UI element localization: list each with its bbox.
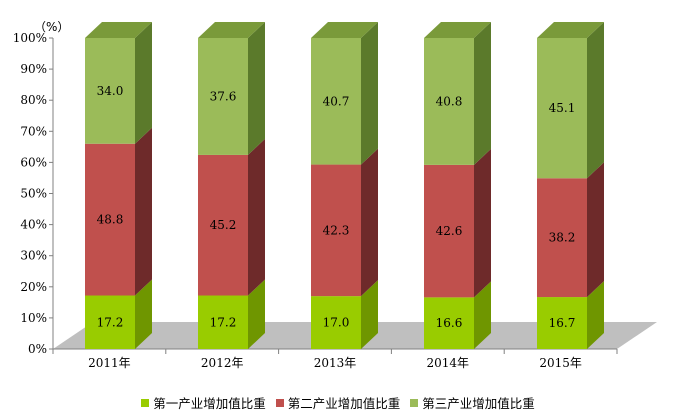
data-label-1-4: 38.2 bbox=[549, 231, 576, 245]
bar-side-2-1 bbox=[248, 22, 265, 155]
bar-1-3 bbox=[424, 164, 474, 298]
legend-label-primary: 第一产业增加值比重 bbox=[153, 396, 266, 411]
x-tick-label-4: 2015年 bbox=[539, 356, 582, 370]
bar-0-3 bbox=[424, 297, 474, 349]
y-tick-label: 60% bbox=[20, 155, 47, 169]
data-label-0-3: 16.6 bbox=[436, 316, 463, 330]
data-label-2-4: 45.1 bbox=[549, 101, 576, 115]
bar-top-1 bbox=[198, 22, 265, 38]
data-label-2-3: 40.8 bbox=[436, 94, 463, 108]
legend-label-secondary: 第二产业增加值比重 bbox=[287, 396, 401, 411]
bar-top-4 bbox=[537, 22, 604, 38]
y-axis-unit-label: （%） bbox=[34, 20, 70, 34]
bar-side-1-0 bbox=[135, 127, 152, 296]
data-label-0-1: 17.2 bbox=[210, 315, 237, 329]
y-tick-label: 90% bbox=[20, 62, 47, 76]
bar-side-1-1 bbox=[248, 138, 265, 296]
bar-0-2 bbox=[311, 296, 361, 349]
data-label-2-2: 40.7 bbox=[323, 94, 350, 108]
legend-item-secondary: 第二产业增加值比重 bbox=[275, 393, 401, 412]
data-label-1-3: 42.6 bbox=[436, 224, 463, 238]
bar-side-0-4 bbox=[587, 281, 604, 349]
x-tick-label-2: 2013年 bbox=[314, 356, 357, 370]
data-label-0-0: 17.2 bbox=[97, 315, 124, 329]
bar-side-2-3 bbox=[474, 22, 491, 165]
data-label-2-1: 37.6 bbox=[210, 89, 237, 103]
legend-item-tertiary: 第三产业增加值比重 bbox=[410, 393, 535, 412]
bar-2-0 bbox=[85, 38, 135, 144]
data-label-1-2: 42.3 bbox=[323, 223, 350, 237]
data-label-0-4: 16.7 bbox=[549, 316, 576, 330]
data-label-0-2: 17.0 bbox=[323, 316, 350, 330]
legend-label-tertiary: 第三产业增加值比重 bbox=[422, 396, 535, 411]
bar-1-2 bbox=[311, 164, 361, 297]
x-tick-label-3: 2014年 bbox=[427, 356, 470, 370]
bar-1-0 bbox=[85, 143, 135, 296]
bar-side-0-2 bbox=[361, 280, 378, 349]
bar-side-2-0 bbox=[135, 22, 152, 144]
x-tick-label-0: 2011年 bbox=[88, 356, 131, 370]
y-tick-label: 50% bbox=[20, 187, 47, 201]
y-tick-label: 100% bbox=[13, 31, 47, 45]
legend-swatch-tertiary bbox=[410, 398, 419, 407]
bar-side-1-2 bbox=[361, 148, 378, 297]
legend: 第一产业增加值比重 第二产业增加值比重 第三产业增加值比重 bbox=[0, 393, 676, 412]
bar-2-4 bbox=[537, 38, 587, 179]
y-tick-label: 10% bbox=[20, 311, 47, 325]
data-label-1-0: 48.8 bbox=[97, 213, 124, 227]
y-tick-label: 20% bbox=[20, 280, 47, 294]
bar-2-1 bbox=[198, 38, 248, 155]
bar-top-0 bbox=[85, 22, 152, 38]
legend-swatch-secondary bbox=[275, 398, 284, 407]
y-tick-label: 80% bbox=[20, 93, 47, 107]
legend-item-primary: 第一产业增加值比重 bbox=[141, 393, 266, 412]
bar-side-2-2 bbox=[361, 22, 378, 165]
y-tick-label: 40% bbox=[20, 218, 47, 232]
bar-side-0-3 bbox=[474, 281, 491, 349]
bar-side-1-4 bbox=[587, 162, 604, 298]
bar-side-0-1 bbox=[248, 279, 265, 349]
bar-0-0 bbox=[85, 295, 135, 349]
bar-2-2 bbox=[311, 38, 361, 165]
bar-side-1-3 bbox=[474, 148, 491, 298]
bar-2-3 bbox=[424, 38, 474, 165]
data-label-1-1: 45.2 bbox=[210, 218, 237, 232]
bar-side-0-0 bbox=[135, 279, 152, 349]
bar-top-3 bbox=[424, 22, 491, 38]
legend-swatch-primary bbox=[141, 398, 150, 407]
data-label-2-0: 34.0 bbox=[97, 84, 124, 98]
bar-1-4 bbox=[537, 178, 587, 298]
bar-top-2 bbox=[311, 22, 378, 38]
y-tick-label: 70% bbox=[20, 124, 47, 138]
bar-side-2-4 bbox=[587, 22, 604, 179]
x-tick-label-1: 2012年 bbox=[201, 356, 244, 370]
y-tick-label: 0% bbox=[28, 342, 47, 356]
bar-0-4 bbox=[537, 297, 587, 349]
bar-1-1 bbox=[198, 154, 248, 296]
bar-0-1 bbox=[198, 295, 248, 349]
y-tick-label: 30% bbox=[20, 249, 47, 263]
